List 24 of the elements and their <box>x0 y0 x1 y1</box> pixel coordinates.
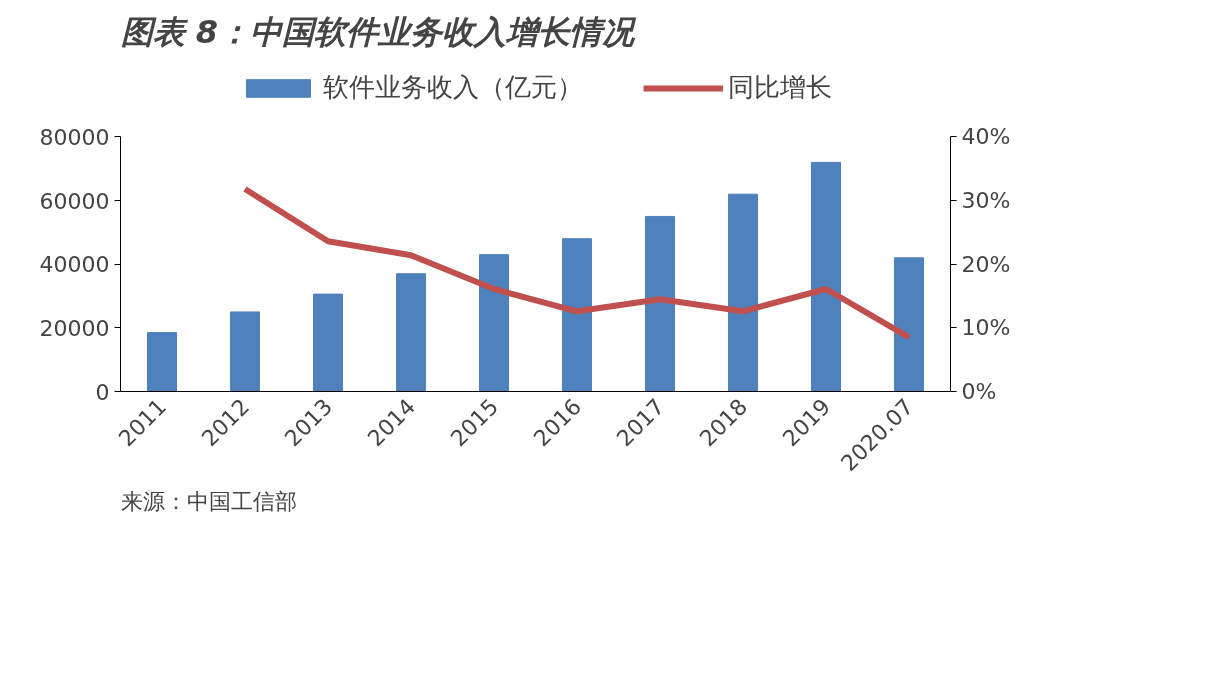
y2-tick-label: 30% <box>961 188 1011 214</box>
source-note: 来源：中国工信部 <box>120 488 297 514</box>
bar <box>727 193 759 392</box>
bar <box>478 254 510 392</box>
bar <box>893 257 925 392</box>
bar <box>229 311 261 392</box>
y-tick-label: 20000 <box>39 315 110 341</box>
y-tick-label: 0 <box>95 379 110 405</box>
y-tick-label: 40000 <box>39 252 110 278</box>
y2-tick-label: 20% <box>961 251 1011 277</box>
y2-tick-label: 10% <box>961 315 1011 341</box>
legend-label: 同比增长 <box>728 71 832 104</box>
bar <box>561 238 593 392</box>
y-tick-label: 80000 <box>39 124 110 150</box>
bar <box>395 273 427 392</box>
legend-label: 软件业务收入（亿元） <box>323 71 583 104</box>
y-tick-label: 60000 <box>39 188 110 214</box>
y2-tick-label: 40% <box>961 124 1011 150</box>
bar <box>146 332 178 392</box>
y2-tick-label: 0% <box>961 379 997 404</box>
chart-title: 图表 8：中国软件业务收入增长情况 <box>120 12 637 51</box>
bar <box>810 161 842 392</box>
bar <box>644 215 676 392</box>
bar <box>312 293 344 392</box>
